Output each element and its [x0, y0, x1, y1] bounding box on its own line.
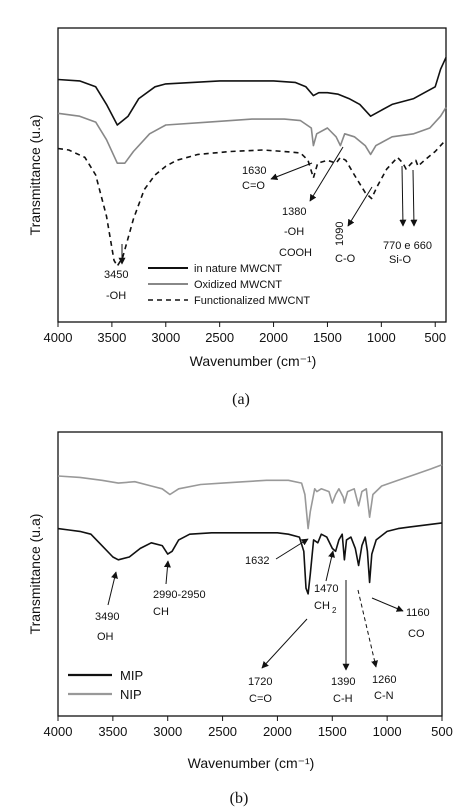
x-tick-label-1000: 1000 — [373, 724, 402, 739]
annotation-3450-group: -OH — [106, 290, 126, 302]
annotation-3490-arrow — [107, 571, 118, 606]
annotation-3450-value: 3450 — [104, 269, 128, 281]
annotation-1720-arrow — [261, 618, 308, 669]
x-tick-label-3000: 3000 — [151, 330, 180, 345]
annotation-1380-acid: COOH — [279, 247, 312, 259]
annotation-3490-value: 3490 — [95, 611, 119, 623]
series-line-mip — [57, 522, 443, 595]
legend-label-in-nature: in nature MWCNT — [194, 263, 282, 275]
panel-b: 4000 3500 3000 2500 2000 1500 1000 500 Transmit… — [27, 431, 453, 807]
annotation-1470-arrow — [325, 550, 335, 582]
annotations-a: 1630 C=O 1380 -OH COOH 1090 C-O 770 e 66… — [104, 146, 432, 302]
annotation-1260-value: 1260 — [372, 674, 396, 686]
annotation-si-o-group: Si-O — [389, 254, 411, 266]
annotation-1630-value: 1630 — [242, 165, 266, 177]
annotation-770-arrow — [399, 165, 407, 227]
x-tick-label-1500: 1500 — [318, 724, 347, 739]
x-tick-label-1500: 1500 — [313, 330, 342, 345]
x-tick-label-2500: 2500 — [205, 330, 234, 345]
legend-label-nip: NIP — [120, 687, 142, 702]
legend-a: in nature MWCNT Oxidized MWCNT Functiona… — [148, 263, 310, 307]
annotation-1630-arrow — [270, 162, 313, 180]
x-tick-label-2000: 2000 — [263, 724, 292, 739]
annotation-1720-group: C=O — [249, 693, 272, 705]
x-axis-title-a: Wavenumber (cm⁻¹) — [190, 353, 317, 369]
annotation-1160-value: 1160 — [406, 607, 430, 619]
legend-b: MIP NIP — [68, 668, 143, 702]
series-group-b — [57, 463, 443, 595]
annotation-1632-value: 1632 — [245, 555, 269, 567]
annotation-1470-value: 1470 — [314, 583, 338, 595]
annotation-1380-arrow — [309, 146, 344, 202]
annotation-1632-arrow — [275, 538, 309, 560]
annotation-1390-group: C-H — [333, 693, 353, 705]
annotation-3490-group: OH — [97, 631, 114, 643]
annotation-1090-value: 1090 — [334, 222, 346, 246]
legend-label-functionalized: Functionalized MWCNT — [194, 295, 310, 307]
legend-label-mip: MIP — [120, 668, 143, 683]
annotation-1380-group: -OH — [284, 226, 304, 238]
annotation-2990-2950-group: CH — [153, 606, 169, 618]
annotation-770-660-value: 770 e 660 — [383, 240, 432, 252]
x-tick-label-3500: 3500 — [97, 330, 126, 345]
annotation-1160-arrow — [371, 597, 404, 612]
legend-label-oxidized: Oxidized MWCNT — [194, 279, 282, 291]
annotation-2990-2950-value: 2990-2950 — [153, 589, 206, 601]
x-tick-label-4000: 4000 — [44, 330, 73, 345]
annotation-1260-group: C-N — [374, 690, 394, 702]
x-tick-label-4000: 4000 — [44, 724, 73, 739]
plot-frame-b — [57, 431, 443, 717]
annotation-1470-group: CH — [314, 600, 330, 612]
panel-label-a: (a) — [232, 391, 250, 408]
annotation-1090-group: C-O — [335, 253, 356, 265]
x-tick-label-3000: 3000 — [153, 724, 182, 739]
annotation-660-arrow — [410, 169, 418, 227]
x-tick-label-2000: 2000 — [259, 330, 288, 345]
annotation-2990-arrow — [163, 560, 171, 585]
annotation-1260-arrow — [357, 589, 378, 668]
annotation-1160-group: CO — [408, 628, 425, 640]
x-ticks-a: 4000 3500 3000 2500 2000 1500 1000 500 — [44, 322, 446, 345]
y-axis-title-a: Transmittance (u.a) — [27, 115, 43, 236]
x-tick-label-500: 500 — [431, 724, 453, 739]
panel-a: 4000 3500 3000 2500 2000 1500 1000 500 Transmit… — [27, 27, 447, 408]
series-line-in-nature-mwcnt — [57, 57, 447, 126]
x-tick-label-1000: 1000 — [367, 330, 396, 345]
x-tick-label-500: 500 — [424, 330, 446, 345]
annotation-1090-arrow — [347, 186, 373, 227]
annotation-1630-group: C=O — [242, 180, 265, 192]
series-group-a — [57, 57, 447, 267]
x-tick-label-3500: 3500 — [98, 724, 127, 739]
panel-label-b: (b) — [230, 790, 249, 807]
annotations-b: 1632 1470 CH 2 3490 OH 2990-2950 CH 1720… — [95, 538, 430, 705]
x-ticks-b: 4000 3500 3000 2500 2000 1500 1000 500 — [44, 716, 453, 739]
series-line-oxidized-mwcnt — [57, 106, 447, 164]
plot-frame-a — [57, 27, 447, 323]
series-line-nip — [57, 463, 443, 530]
annotation-1720-value: 1720 — [248, 676, 272, 688]
annotation-1470-subscript: 2 — [332, 606, 337, 615]
x-tick-label-2500: 2500 — [208, 724, 237, 739]
annotation-1380-value: 1380 — [282, 206, 306, 218]
x-axis-title-b: Wavenumber (cm⁻¹) — [188, 755, 315, 771]
y-axis-title-b: Transmittance (u.a) — [27, 514, 43, 635]
annotation-1390-value: 1390 — [331, 676, 355, 688]
